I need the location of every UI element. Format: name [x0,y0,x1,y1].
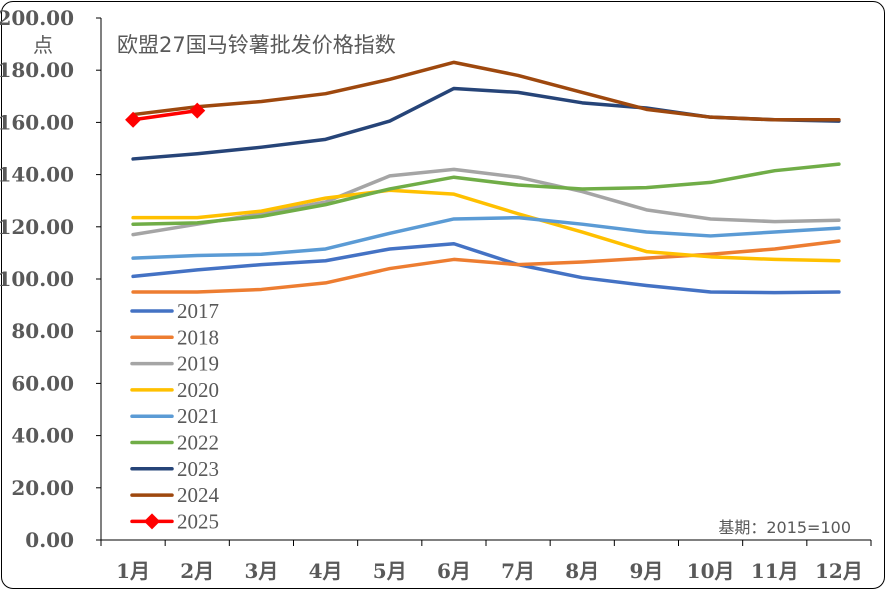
x-tick-label: 7月 [501,559,535,583]
x-tick-labels: 1月 2月 3月 4月 5月 6月 7月 8月 9月 10月 11月 12月 [116,559,863,583]
base-period-note: 基期：2015=100 [718,518,851,537]
legend-label-2025: 2025 [177,509,219,533]
axes [96,17,872,546]
x-tick-label: 10月 [687,559,735,583]
x-tick-label: 4月 [309,559,343,583]
x-tick-label: 9月 [629,559,663,583]
series-line-2019 [131,167,841,237]
y-tick-label: 120.00 [0,215,74,239]
x-tick-label: 12月 [815,559,863,583]
series-lines [125,60,841,295]
legend-label-2024: 2024 [177,483,220,507]
x-tick-label: 5月 [373,559,407,583]
series-marker-2025 [125,111,142,128]
y-tick-label: 20.00 [11,476,74,500]
y-tick-label: 80.00 [11,319,74,343]
legend-label-2017: 2017 [177,299,219,323]
series-line-2022 [131,162,841,226]
y-tick-label: 160.00 [0,110,74,134]
legend-label-2020: 2020 [177,378,219,402]
x-tick-label: 6月 [437,559,471,583]
x-tick-label: 3月 [244,559,278,583]
x-tick-label: 2月 [180,559,214,583]
y-tick-label: 40.00 [11,424,74,448]
series-line-2025 [131,108,199,122]
legend-marker-2025 [144,513,160,530]
series-line-2018 [131,239,841,294]
series-line-2017 [131,242,841,295]
series-line-2020 [131,188,841,263]
x-tick-label: 8月 [565,559,599,583]
y-tick-label: 140.00 [0,163,74,187]
y-tick-label: 200.00 [0,6,74,30]
series-line-2024 [131,60,841,122]
y-tick-label: 0.00 [25,528,74,552]
legend-label-2022: 2022 [177,431,219,455]
y-tick-label: 180.00 [0,58,74,82]
y-tick-labels: 0.00 20.00 40.00 60.00 80.00 100.00 120.00 140.… [0,6,74,552]
y-axis-unit-label: 点 [33,33,53,57]
legend-label-2021: 2021 [177,404,219,428]
legend-label-2023: 2023 [177,457,219,481]
series-line-2021 [131,215,841,260]
series-marker-2025 [189,102,206,119]
legend-label-2018: 2018 [177,325,219,349]
x-tick-label: 1月 [116,559,150,583]
legend-label-2019: 2019 [177,352,219,376]
y-tick-label: 60.00 [11,371,74,395]
chart-title: 欧盟27国马铃薯批发价格指数 [117,33,396,57]
x-tick-label: 11月 [751,559,799,583]
y-tick-label: 100.00 [0,267,74,291]
series-line-2023 [131,86,841,161]
